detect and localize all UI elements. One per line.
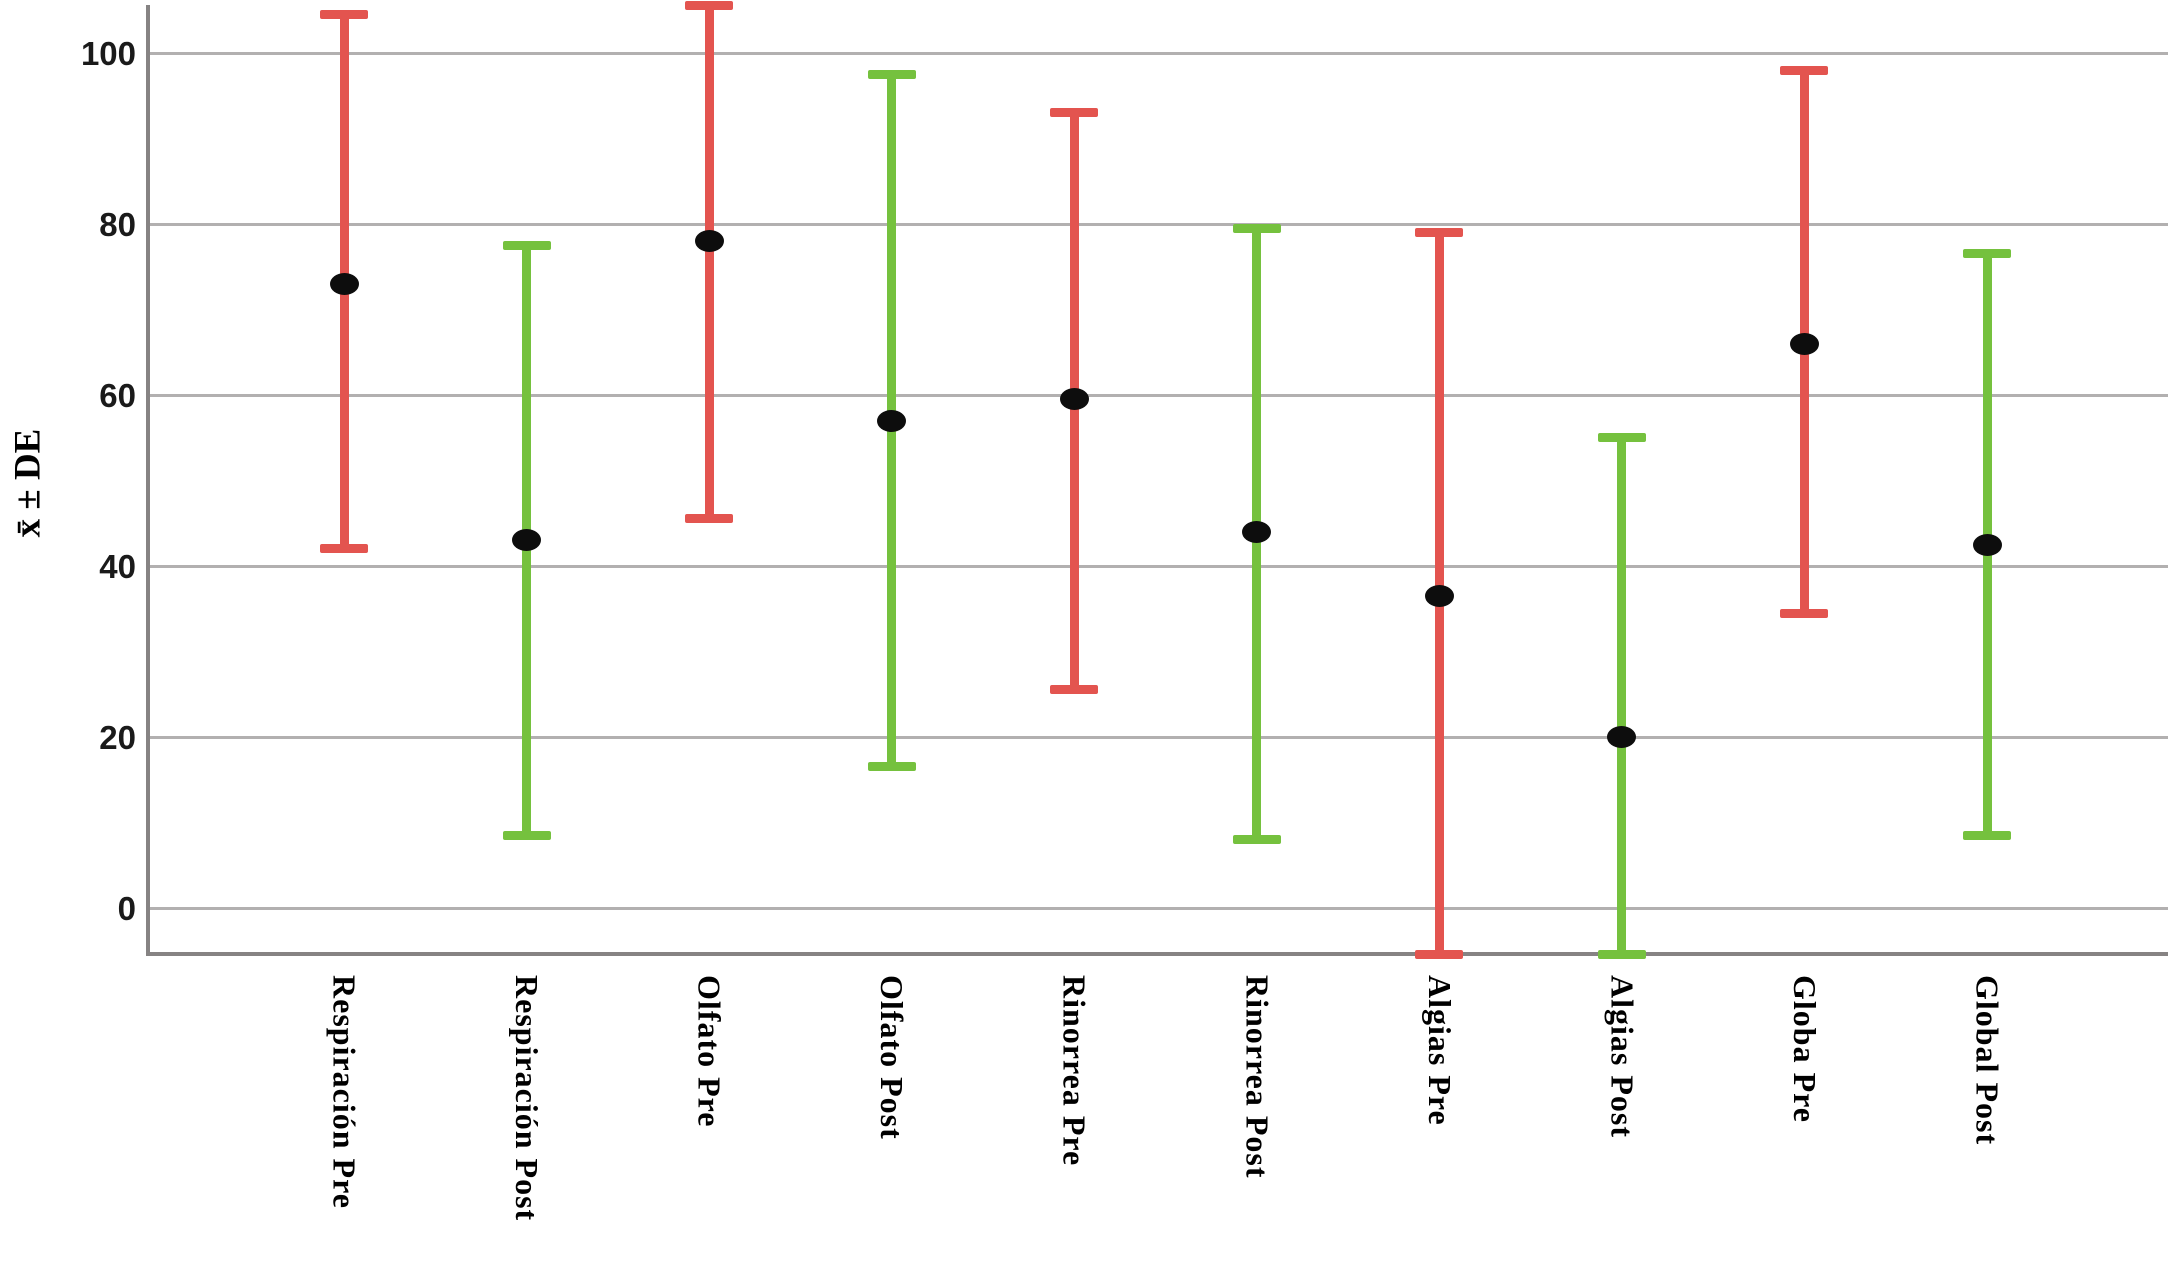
x-axis-label-3: Olfato Post xyxy=(874,975,911,1140)
error-bar-stem xyxy=(1617,437,1627,955)
error-bar-lower-cap xyxy=(685,514,734,524)
y-tick-label-20: 20 xyxy=(99,719,136,756)
mean-marker xyxy=(877,409,907,432)
gridline-100 xyxy=(148,51,2168,55)
y-tick-label-100: 100 xyxy=(80,35,136,72)
y-axis-line xyxy=(146,5,150,954)
mean-marker xyxy=(694,230,724,253)
error-bar-lower-cap xyxy=(1780,608,1829,618)
error-bar-upper-cap xyxy=(1963,249,2012,259)
y-tick-label-0: 0 xyxy=(117,890,136,927)
error-bar-upper-cap xyxy=(867,69,916,79)
mean-marker xyxy=(512,529,542,552)
error-bar-upper-cap xyxy=(1597,433,1646,443)
x-axis-label-9: Global Post xyxy=(1969,975,2006,1146)
x-axis-label-1: Respiración Post xyxy=(509,975,546,1222)
gridline-60 xyxy=(148,393,2168,397)
mean-marker xyxy=(1972,533,2002,556)
error-bar-lower-cap xyxy=(1597,949,1646,959)
error-bar-upper-cap xyxy=(502,240,551,250)
error-bar-upper-cap xyxy=(1050,108,1099,118)
mean-marker xyxy=(1059,388,1089,411)
error-bar-lower-cap xyxy=(867,762,916,772)
error-bar-lower-cap xyxy=(1232,835,1281,845)
error-bar-upper-cap xyxy=(320,10,368,20)
y-tick-label-80: 80 xyxy=(99,206,136,243)
x-axis-baseline xyxy=(146,952,2168,956)
x-axis-label-4: Rinorrea Pre xyxy=(1056,975,1093,1167)
x-axis-label-5: Rinorrea Post xyxy=(1239,975,1276,1179)
gridline-20 xyxy=(148,735,2168,739)
error-bar-lower-cap xyxy=(1050,685,1099,695)
error-bar-upper-cap xyxy=(1232,223,1281,233)
error-bar-lower-cap xyxy=(320,544,368,554)
y-tick-label-40: 40 xyxy=(99,548,136,585)
error-bar-upper-cap xyxy=(1780,65,1829,75)
error-bar-lower-cap xyxy=(1415,949,1464,959)
x-axis-label-2: Olfato Pre xyxy=(691,975,728,1128)
x-axis-label-8: Globa Pre xyxy=(1786,975,1823,1123)
mean-marker xyxy=(1789,332,1819,355)
error-bar-upper-cap xyxy=(685,1,734,11)
x-axis-label-6: Algias Pre xyxy=(1421,975,1458,1126)
mean-marker xyxy=(329,272,359,295)
error-bar-lower-cap xyxy=(502,830,551,840)
gridline-40 xyxy=(148,564,2168,568)
gridline-80 xyxy=(148,222,2168,226)
x-axis-label-0: Respiración Pre xyxy=(326,975,363,1209)
mean-marker xyxy=(1607,726,1637,748)
x-axis-label-7: Algias Post xyxy=(1604,975,1641,1138)
mean-marker xyxy=(1424,584,1454,607)
error-bar-lower-cap xyxy=(1963,830,2012,840)
y-tick-label-60: 60 xyxy=(99,377,136,414)
y-axis-title: x̄ ± DE xyxy=(7,428,49,538)
mean-marker xyxy=(1242,520,1272,543)
gridline-0 xyxy=(148,906,2168,910)
error-bar-upper-cap xyxy=(1415,228,1464,238)
error-bar-stem xyxy=(704,5,714,519)
